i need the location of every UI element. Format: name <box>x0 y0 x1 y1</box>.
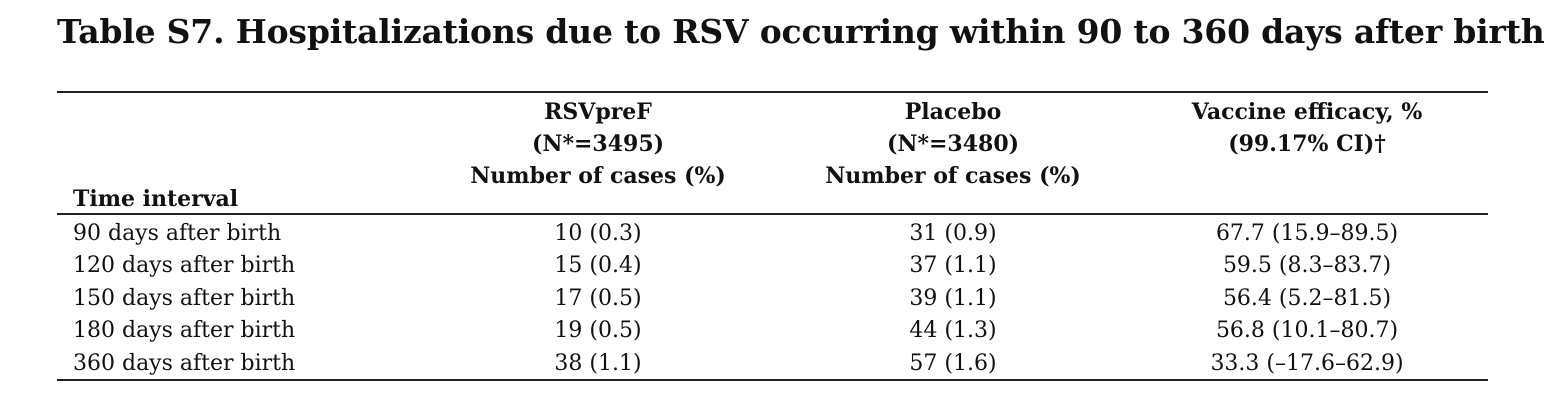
table-row: 150 days after birth 17 (0.5) 39 (1.1) 5… <box>57 283 1488 315</box>
header-rsvpref: RSVpreF (N*=3495) Number of cases (%) <box>457 96 739 192</box>
cell-rsvpref-cases: 17 (0.5) <box>554 285 642 311</box>
cell-time-interval: 180 days after birth <box>73 318 296 344</box>
table-bottom-rule <box>57 379 1488 381</box>
table-title: Table S7. Hospitalizations due to RSV oc… <box>57 12 1545 51</box>
header-rsvpref-cases: Number of cases (%) <box>470 163 726 189</box>
header-efficacy: Vaccine efficacy, % (99.17% CI)† <box>1157 96 1457 160</box>
cell-rsvpref-cases: 10 (0.3) <box>554 221 642 246</box>
cell-vaccine-efficacy: 59.5 (8.3–83.7) <box>1222 253 1392 279</box>
cell-placebo-cases: 31 (0.9) <box>909 221 997 246</box>
cell-vaccine-efficacy: 33.3 (–17.6–62.9) <box>1210 350 1404 376</box>
table-row: 360 days after birth 38 (1.1) 57 (1.6) 3… <box>57 348 1488 380</box>
header-rsvpref-n: (N*=3495) <box>531 131 665 157</box>
header-efficacy-ci: (99.17% CI)† <box>1228 131 1386 157</box>
table-row: 120 days after birth 15 (0.4) 37 (1.1) 5… <box>57 250 1488 282</box>
header-placebo: Placebo (N*=3480) Number of cases (%) <box>812 96 1094 192</box>
cell-placebo-cases: 37 (1.1) <box>909 253 997 279</box>
cell-placebo-cases: 44 (1.3) <box>909 318 997 344</box>
header-efficacy-name: Vaccine efficacy, % <box>1191 99 1423 125</box>
cell-rsvpref-cases: 15 (0.4) <box>554 253 642 279</box>
cell-vaccine-efficacy: 56.8 (10.1–80.7) <box>1215 318 1399 344</box>
header-placebo-n: (N*=3480) <box>886 131 1020 157</box>
table-row: 180 days after birth 19 (0.5) 44 (1.3) 5… <box>57 315 1488 347</box>
cell-time-interval: 90 days after birth <box>73 221 282 246</box>
table-top-rule <box>57 91 1488 93</box>
cell-vaccine-efficacy: 67.7 (15.9–89.5) <box>1215 221 1399 246</box>
table-header-rule <box>57 213 1488 215</box>
cell-rsvpref-cases: 19 (0.5) <box>554 318 642 344</box>
table-row: 90 days after birth 10 (0.3) 31 (0.9) 67… <box>57 218 1488 250</box>
cell-time-interval: 120 days after birth <box>73 253 296 279</box>
header-placebo-cases: Number of cases (%) <box>825 163 1081 189</box>
header-placebo-name: Placebo <box>904 99 1002 125</box>
table-body: 90 days after birth 10 (0.3) 31 (0.9) 67… <box>57 218 1488 380</box>
cell-placebo-cases: 39 (1.1) <box>909 285 997 311</box>
cell-rsvpref-cases: 38 (1.1) <box>554 350 642 376</box>
cell-time-interval: 360 days after birth <box>73 350 296 376</box>
header-time-interval: Time interval <box>73 186 239 212</box>
cell-placebo-cases: 57 (1.6) <box>909 350 997 376</box>
header-rsvpref-name: RSVpreF <box>544 99 652 125</box>
cell-vaccine-efficacy: 56.4 (5.2–81.5) <box>1222 285 1392 311</box>
cell-time-interval: 150 days after birth <box>73 285 296 311</box>
